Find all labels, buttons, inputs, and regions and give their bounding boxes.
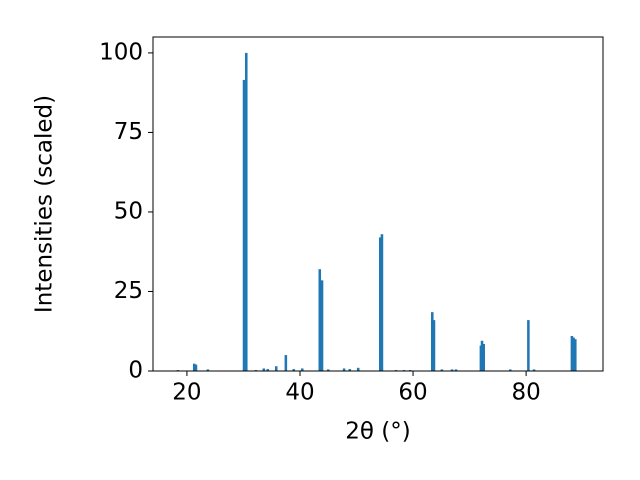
bar [532, 369, 536, 371]
y-tick-label: 100 [99, 39, 143, 65]
bar [378, 237, 382, 371]
x-tick-label: 60 [398, 380, 427, 406]
bar [570, 336, 574, 371]
bar [482, 343, 485, 371]
bar [192, 363, 196, 371]
y-tick-label: 0 [128, 358, 143, 384]
y-tick-label: 50 [114, 198, 143, 224]
bar [342, 368, 346, 371]
x-tick-label: 80 [511, 380, 540, 406]
bar [450, 369, 454, 371]
bar [356, 367, 360, 371]
bar [480, 340, 484, 371]
bar [440, 369, 444, 371]
bar [326, 369, 330, 371]
x-tick-label: 40 [285, 380, 314, 406]
bar [300, 368, 304, 371]
bar [284, 355, 288, 371]
x-axis-label: 2θ (°) [345, 419, 410, 445]
bar [572, 337, 575, 371]
bar [245, 52, 248, 372]
bar [242, 79, 246, 371]
y-axis-label: Intensities (scaled) [32, 95, 58, 313]
bar [274, 366, 278, 371]
bar [432, 320, 436, 371]
plot-frame [152, 36, 604, 372]
bar [206, 369, 210, 371]
bar [380, 234, 384, 371]
bar [527, 320, 530, 371]
y-tick-label: 25 [114, 278, 143, 304]
bar [320, 280, 324, 371]
bar [574, 339, 577, 371]
bar [348, 369, 352, 371]
bar [509, 369, 512, 371]
y-tick-label: 75 [114, 119, 143, 145]
bar [194, 364, 198, 371]
bar [454, 369, 458, 371]
bar [430, 312, 434, 371]
bar [318, 269, 322, 371]
bar [266, 369, 270, 371]
bar [262, 368, 266, 371]
x-tick-label: 20 [172, 380, 201, 406]
bar [292, 369, 296, 371]
